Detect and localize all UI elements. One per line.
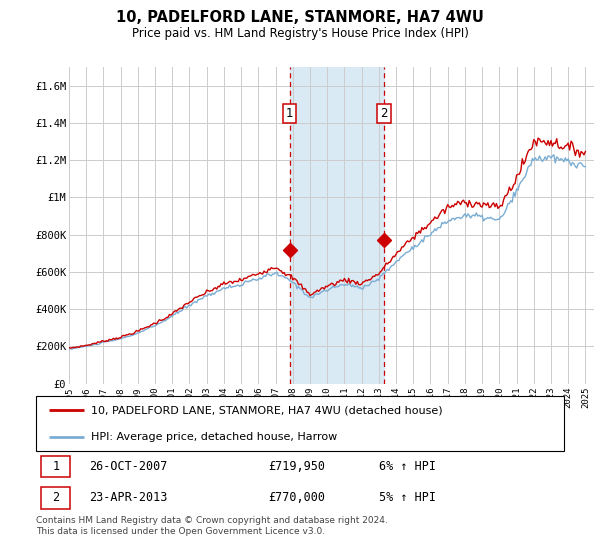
Bar xyxy=(41,455,70,477)
Text: 1: 1 xyxy=(286,106,293,120)
Bar xyxy=(41,487,70,509)
Text: 26-OCT-2007: 26-OCT-2007 xyxy=(89,460,167,473)
Text: £719,950: £719,950 xyxy=(268,460,325,473)
Text: £770,000: £770,000 xyxy=(268,491,325,505)
Text: Contains HM Land Registry data © Crown copyright and database right 2024.
This d: Contains HM Land Registry data © Crown c… xyxy=(36,516,388,536)
Text: 23-APR-2013: 23-APR-2013 xyxy=(89,491,167,505)
Text: 10, PADELFORD LANE, STANMORE, HA7 4WU: 10, PADELFORD LANE, STANMORE, HA7 4WU xyxy=(116,10,484,25)
Text: Price paid vs. HM Land Registry's House Price Index (HPI): Price paid vs. HM Land Registry's House … xyxy=(131,27,469,40)
Text: 10, PADELFORD LANE, STANMORE, HA7 4WU (detached house): 10, PADELFORD LANE, STANMORE, HA7 4WU (d… xyxy=(91,405,443,415)
Text: 2: 2 xyxy=(52,491,59,505)
Text: 2: 2 xyxy=(380,106,388,120)
Bar xyxy=(290,67,384,384)
Text: 1: 1 xyxy=(52,460,59,473)
Text: 6% ↑ HPI: 6% ↑ HPI xyxy=(379,460,436,473)
Text: HPI: Average price, detached house, Harrow: HPI: Average price, detached house, Harr… xyxy=(91,432,338,441)
Text: 5% ↑ HPI: 5% ↑ HPI xyxy=(379,491,436,505)
